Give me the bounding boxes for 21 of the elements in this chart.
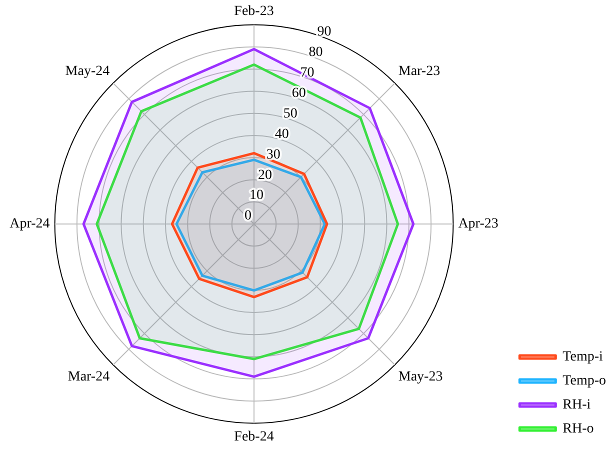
y-tick-label: 90	[317, 24, 332, 40]
y-tick-label: 50	[283, 106, 298, 122]
legend-label: RH-o	[562, 422, 594, 437]
y-tick-label: 60	[292, 86, 306, 101]
spoke-label: Apr-24	[10, 216, 50, 232]
legend-label: Temp-i	[562, 350, 603, 365]
spoke-label: Mar-24	[68, 369, 110, 384]
legend-label: RH-i	[562, 398, 591, 413]
spoke-label: May-24	[65, 64, 110, 79]
spoke-label: Feb-24	[234, 429, 274, 444]
y-tick-label: 0	[244, 208, 252, 224]
y-tick-label: 80	[308, 45, 323, 60]
y-tick-label: 40	[274, 126, 289, 142]
legend-label: Temp-o	[562, 374, 606, 389]
y-tick-label: 10	[249, 188, 264, 204]
spoke-label: Mar-23	[398, 64, 440, 79]
spoke-label: Feb-23	[234, 4, 274, 20]
spoke-label: Apr-23	[458, 216, 498, 232]
y-tick-label: 20	[258, 168, 272, 183]
y-tick-label: 30	[266, 147, 280, 162]
spoke-label: May-23	[398, 369, 443, 384]
